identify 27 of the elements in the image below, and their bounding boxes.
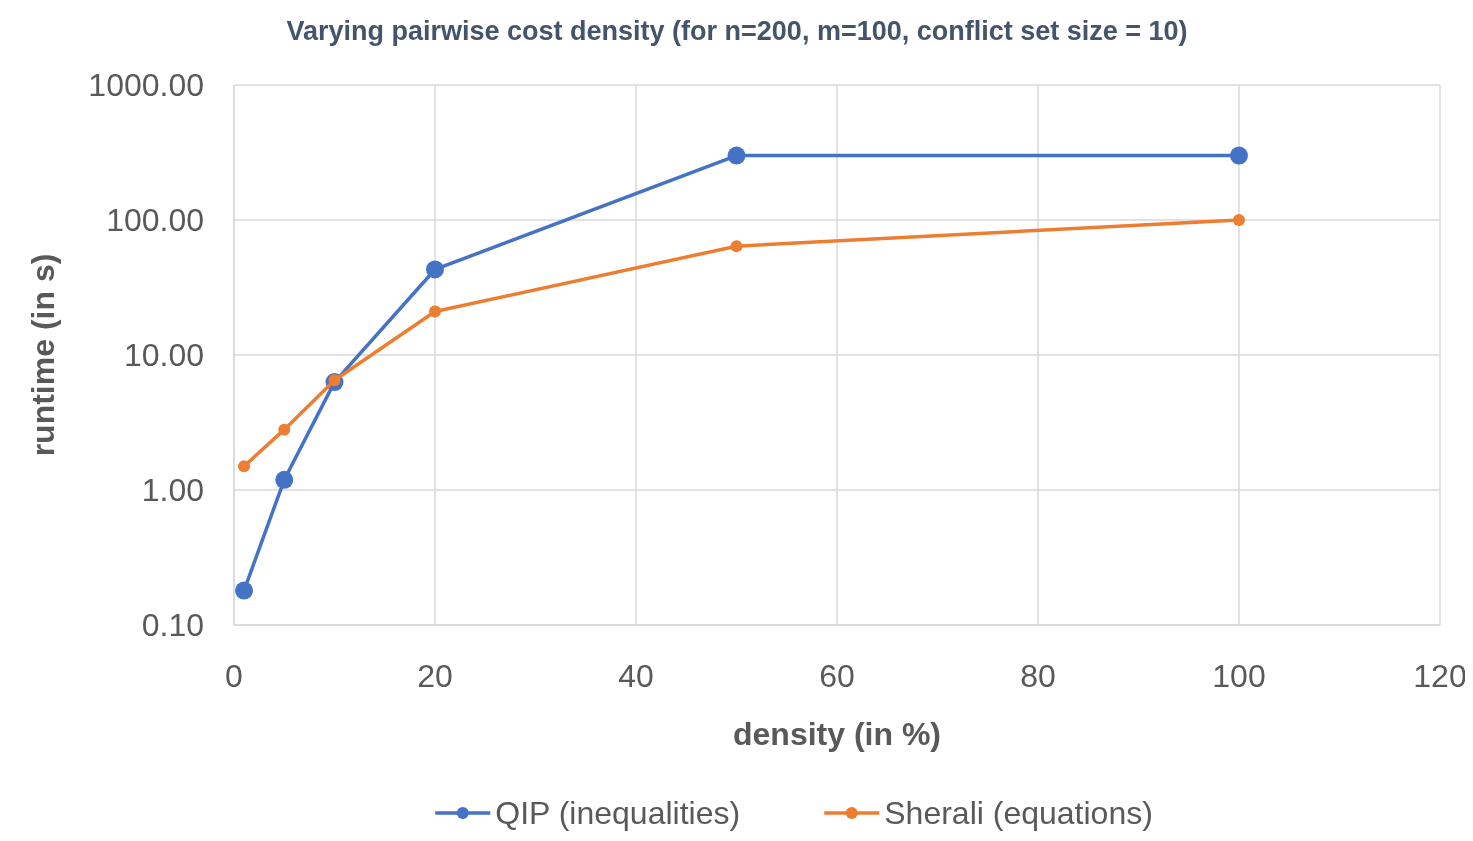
point: [278, 423, 291, 436]
x-tick-label: 120: [1413, 658, 1467, 694]
legend-label: QIP (inequalities): [495, 795, 741, 831]
x-axis-title: density (in %): [732, 716, 942, 752]
y-tick-label: 100.00: [106, 202, 204, 238]
x-tick-label: 100: [1212, 658, 1266, 694]
point: [426, 260, 444, 279]
x-tick-label: 60: [819, 658, 855, 694]
x-tick-label: 20: [417, 658, 453, 694]
y-tick-label: 1000.00: [88, 67, 204, 103]
point: [730, 240, 743, 253]
point: [727, 146, 746, 165]
point: [235, 581, 254, 600]
point: [429, 305, 441, 318]
x-tick-label: 0: [225, 658, 243, 694]
y-tick-label: 0.10: [141, 607, 204, 643]
legend-label: Sherali (equations): [884, 795, 1153, 831]
y-axis-title: runtime (in s): [25, 253, 61, 457]
y-tick-label: 10.00: [123, 337, 204, 373]
point: [275, 470, 294, 489]
y-tick-label: 1.00: [141, 472, 204, 508]
point: [238, 460, 251, 473]
x-tick-label: 80: [1020, 658, 1056, 694]
x-tick-label: 40: [618, 658, 654, 694]
point: [1230, 146, 1248, 165]
chart-title: Varying pairwise cost density (for n=200, m=100, conflict set size = 10): [286, 16, 1188, 46]
point: [1233, 214, 1245, 226]
